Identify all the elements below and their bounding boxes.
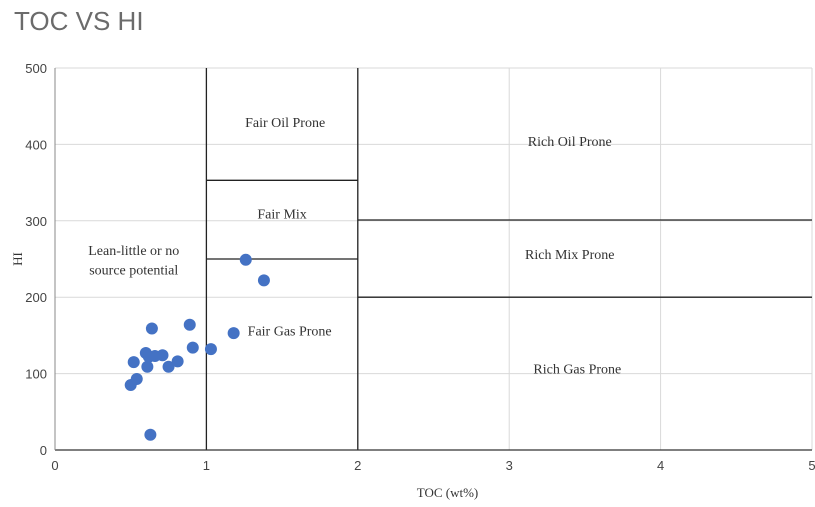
y-tick-label: 400 xyxy=(25,137,47,152)
zone-label: Rich Mix Prone xyxy=(525,248,614,263)
x-tick-label: 1 xyxy=(203,458,210,473)
x-tick-label: 2 xyxy=(354,458,361,473)
y-axis-label: HI xyxy=(10,252,25,266)
data-points xyxy=(124,253,270,441)
y-tick-label: 100 xyxy=(25,367,47,382)
data-point xyxy=(145,322,158,335)
tick-labels: 0 1 2 3 4 5 0 100 200 300 400 500 xyxy=(25,61,815,473)
data-point xyxy=(162,360,175,373)
data-point xyxy=(144,428,157,441)
data-point xyxy=(127,356,140,369)
data-point xyxy=(130,372,143,385)
zone-label: Rich Oil Prone xyxy=(528,135,612,150)
zone-label: Rich Gas Prone xyxy=(533,363,621,378)
data-point xyxy=(257,274,270,287)
data-point xyxy=(171,355,184,368)
x-tick-label: 0 xyxy=(51,458,58,473)
axes xyxy=(54,68,812,451)
x-tick-label: 5 xyxy=(808,458,815,473)
chart-title: TOC VS HI xyxy=(14,6,144,36)
data-point xyxy=(141,360,154,373)
data-point xyxy=(227,327,240,340)
y-tick-label: 300 xyxy=(25,214,47,229)
x-tick-label: 4 xyxy=(657,458,664,473)
zone-label: Fair Oil Prone xyxy=(245,116,325,131)
zone-label: Lean-little or no xyxy=(88,244,179,259)
zone-label: Fair Mix xyxy=(257,208,306,223)
y-tick-label: 500 xyxy=(25,61,47,76)
zone-labels: Fair Oil Prone Fair Mix Fair Gas Prone Rich… xyxy=(88,116,621,378)
x-axis-label: TOC (wt%) xyxy=(417,485,479,500)
data-point xyxy=(186,341,199,354)
data-point xyxy=(156,349,169,362)
zone-boundaries xyxy=(205,68,812,450)
data-point xyxy=(239,253,252,266)
data-point xyxy=(204,343,217,356)
zone-label: Fair Gas Prone xyxy=(248,324,332,339)
zone-label: source potential xyxy=(89,263,178,278)
data-point xyxy=(183,318,196,331)
y-tick-label: 0 xyxy=(40,443,47,458)
y-tick-label: 200 xyxy=(25,290,47,305)
x-tick-label: 3 xyxy=(506,458,513,473)
